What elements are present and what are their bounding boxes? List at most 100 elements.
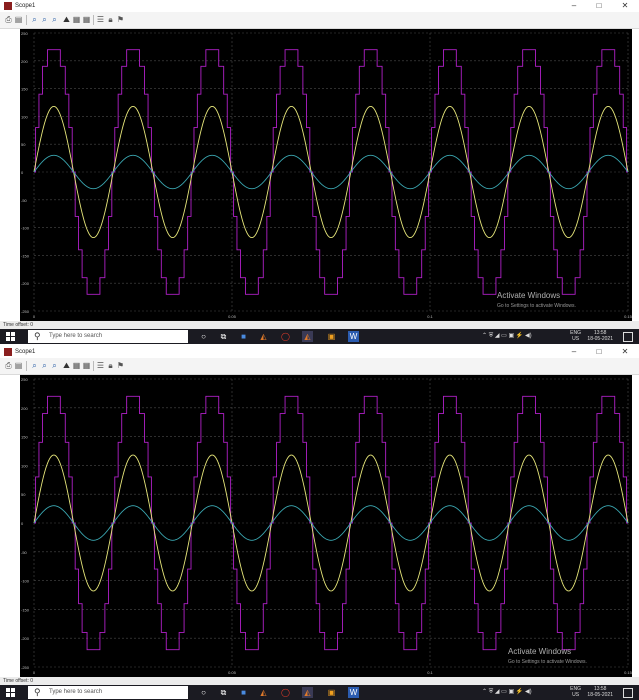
plot-area[interactable]: 250 200 150 100 50 0 -50 -100 -150 -200 -250 0 0.05 0… xyxy=(20,29,632,321)
maximize-button[interactable]: □ xyxy=(596,1,602,10)
taskbar-clock[interactable]: 13:58 18-05-2021 xyxy=(587,686,613,698)
save-axes-icon[interactable]: ▦ xyxy=(72,361,81,370)
close-button[interactable]: ✕ xyxy=(621,1,629,10)
cortana-icon[interactable]: ○ xyxy=(201,688,206,697)
activate-windows-watermark: Activate Windows Go to Settings to activ… xyxy=(497,291,576,311)
folder-icon[interactable]: ▣ xyxy=(327,332,336,341)
watermark-line2: Go to Settings to activate Windows. xyxy=(508,659,587,665)
y-tick-label: 100 xyxy=(21,463,28,468)
zoom-icon[interactable]: ⌕ xyxy=(32,361,37,370)
clock-time: 13:58 xyxy=(593,686,607,692)
signal-selector-icon[interactable]: ☰ xyxy=(96,15,105,24)
opera-icon[interactable]: ◯ xyxy=(281,688,290,697)
autoscale-icon[interactable]: ⛰ xyxy=(63,361,70,370)
y-tick-label: 100 xyxy=(21,114,28,119)
system-tray-icons[interactable]: ⌃ ⛨ ◢ ▭ ▣ ⚡ ◀) xyxy=(482,689,532,695)
taskbar: ⚲ Type here to search ○ ⧉ ■ ◭ ◯ ◭ ▣ W ⌃ … xyxy=(0,329,639,344)
window-title: Scope1 xyxy=(15,349,36,355)
maximize-button[interactable]: □ xyxy=(596,347,602,356)
sine-wave-line xyxy=(33,505,629,541)
y-tick-label: -100 xyxy=(21,579,30,584)
x-tick-label: 0.1 xyxy=(427,670,433,675)
print-icon[interactable]: ⎙ xyxy=(5,15,12,24)
notification-icon[interactable] xyxy=(623,332,633,342)
status-bar: Time offset: 0 xyxy=(0,321,639,329)
sine-wave-line xyxy=(33,454,629,592)
file-explorer-icon[interactable]: ■ xyxy=(241,332,246,341)
taskbar-search-input[interactable]: ⚲ Type here to search xyxy=(28,686,188,699)
title-bar[interactable]: Scope1 – □ ✕ xyxy=(0,0,639,12)
toolbar: ⎙ ▤ ⌕ ⌕ ⌕ ⛰ ▦ ▦ ☰ 🔒︎ ⚑ xyxy=(0,358,639,375)
task-view-icon[interactable]: ⧉ xyxy=(220,688,227,697)
autoscale-icon[interactable]: ⛰ xyxy=(63,15,70,24)
y-tick-label: 50 xyxy=(21,492,26,497)
task-view-icon[interactable]: ⧉ xyxy=(220,332,227,341)
clock-time: 13:58 xyxy=(593,330,607,336)
windows-start-icon[interactable] xyxy=(6,332,15,341)
file-explorer-icon[interactable]: ■ xyxy=(241,688,246,697)
lock-icon[interactable]: 🔒︎ xyxy=(108,15,113,24)
language-indicator[interactable]: ENG US xyxy=(570,686,581,698)
matlab-icon[interactable]: ◭ xyxy=(260,688,267,697)
taskbar-clock[interactable]: 13:58 18-05-2021 xyxy=(587,330,613,342)
zoom-y-icon[interactable]: ⌕ xyxy=(52,15,57,24)
watermark-line1: Activate Windows xyxy=(508,647,572,656)
word-icon[interactable]: W xyxy=(348,687,359,698)
print-icon[interactable]: ⎙ xyxy=(5,361,12,370)
system-tray-icons[interactable]: ⌃ ⛨ ◢ ▭ ▣ ⚡ ◀) xyxy=(482,333,532,339)
y-tick-label: 250 xyxy=(21,377,28,382)
restore-axes-icon[interactable]: ▦ xyxy=(82,15,91,24)
taskbar-search-input[interactable]: ⚲ Type here to search xyxy=(28,330,188,343)
x-tick-label: 0.05 xyxy=(228,670,237,675)
y-tick-label: -50 xyxy=(21,550,28,555)
toolbar-separator xyxy=(93,15,94,25)
toolbar-separator xyxy=(26,361,27,371)
word-icon[interactable]: W xyxy=(348,331,359,342)
legend-icon[interactable]: ⚑ xyxy=(116,15,125,24)
y-tick-label: -200 xyxy=(21,281,30,286)
minimize-button[interactable]: – xyxy=(571,1,577,10)
y-tick-label: -200 xyxy=(21,636,30,641)
folder-icon[interactable]: ▣ xyxy=(327,688,336,697)
title-bar[interactable]: Scope1 – □ ✕ xyxy=(0,346,639,358)
y-tick-label: -250 xyxy=(21,665,30,670)
lock-icon[interactable]: 🔒︎ xyxy=(108,361,113,370)
staircase-line xyxy=(34,49,628,295)
x-tick-label: 0.15 xyxy=(624,670,632,675)
windows-start-icon[interactable] xyxy=(6,688,15,697)
x-tick-label: 0 xyxy=(33,314,36,319)
zoom-x-icon[interactable]: ⌕ xyxy=(42,15,47,24)
notification-icon[interactable] xyxy=(623,688,633,698)
matlab-active-icon[interactable]: ◭ xyxy=(302,331,313,342)
zoom-icon[interactable]: ⌕ xyxy=(32,15,37,24)
x-tick-label: 0.1 xyxy=(427,314,433,319)
restore-axes-icon[interactable]: ▦ xyxy=(82,361,91,370)
zoom-x-icon[interactable]: ⌕ xyxy=(42,361,47,370)
legend-icon[interactable]: ⚑ xyxy=(116,361,125,370)
plot-area[interactable]: 250 200 150 100 50 0 -50 -100 -150 -200 -250 0 0.05 0… xyxy=(20,375,632,677)
minimize-button[interactable]: – xyxy=(571,347,577,356)
lang-text: ENG xyxy=(570,330,581,336)
signal-selector-icon[interactable]: ☰ xyxy=(96,361,105,370)
opera-icon[interactable]: ◯ xyxy=(281,332,290,341)
clock-date: 18-05-2021 xyxy=(587,336,613,342)
y-tick-label: -150 xyxy=(21,253,30,258)
matlab-active-icon[interactable]: ◭ xyxy=(302,687,313,698)
cortana-icon[interactable]: ○ xyxy=(201,332,206,341)
params-icon[interactable]: ▤ xyxy=(14,15,23,24)
language-indicator[interactable]: ENG US xyxy=(570,330,581,342)
time-offset-text: Time offset: 0 xyxy=(3,678,34,684)
params-icon[interactable]: ▤ xyxy=(14,361,23,370)
x-tick-label: 0.15 xyxy=(624,314,632,319)
search-placeholder: Type here to search xyxy=(49,333,103,339)
matlab-icon[interactable]: ◭ xyxy=(260,332,267,341)
lang-sub-text: US xyxy=(572,692,580,698)
save-axes-icon[interactable]: ▦ xyxy=(72,15,81,24)
y-tick-label: 150 xyxy=(21,435,28,440)
close-button[interactable]: ✕ xyxy=(621,347,629,356)
x-tick-label: 0 xyxy=(33,670,36,675)
y-tick-label: 200 xyxy=(21,406,28,411)
zoom-y-icon[interactable]: ⌕ xyxy=(52,361,57,370)
